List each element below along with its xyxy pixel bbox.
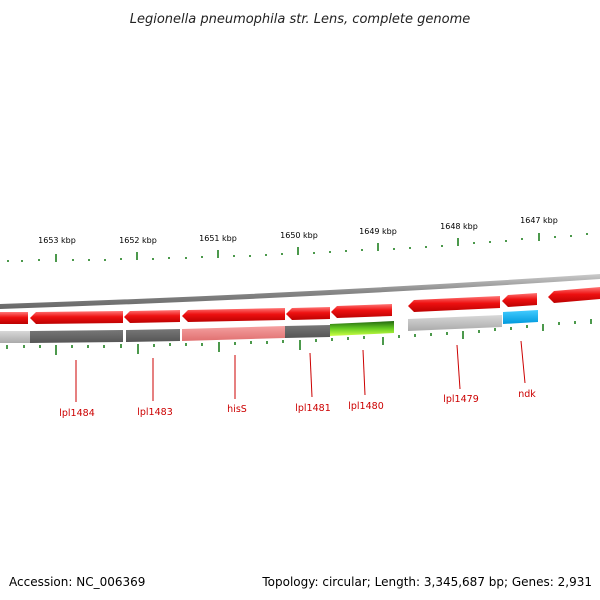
cog-bar-pink: [182, 326, 285, 341]
genome-summary-text: Topology: circular; Length: 3,345,687 bp…: [261, 575, 592, 589]
cog-bar-dark-gray: [285, 325, 330, 338]
tick-label-1650: 1650 kbp: [280, 231, 318, 240]
feature-track: [0, 287, 600, 324]
feature-arrow: [0, 312, 28, 324]
accession-text: Accession: NC_006369: [9, 575, 145, 589]
cog-bar-teal: [503, 310, 538, 324]
cog-bar-dark-gray: [126, 329, 180, 342]
feature-arrow: [502, 293, 537, 307]
gene-leader-lines: [75, 340, 526, 402]
cog-bar-green: [330, 321, 394, 336]
tick-label-1652: 1652 kbp: [119, 236, 157, 245]
tick-label-1649: 1649 kbp: [359, 227, 397, 236]
gene-label-lpl1479: lpl1479: [443, 394, 479, 405]
outer-gc-ticks: [7, 233, 588, 262]
inner-gc-ticks: [6, 319, 592, 355]
gene-label-ndk: ndk: [518, 389, 536, 400]
tick-label-1651: 1651 kbp: [199, 234, 237, 243]
tick-label-1648: 1648 kbp: [440, 222, 478, 231]
feature-arrow: [408, 296, 500, 312]
feature-arrow: [30, 311, 123, 324]
feature-arrow: [331, 304, 392, 318]
tick-label-1653: 1653 kbp: [38, 236, 76, 245]
feature-arrow: [286, 307, 330, 320]
gene-label-lpl1484: lpl1484: [59, 408, 95, 419]
gene-label-lpl1483: lpl1483: [137, 407, 173, 418]
genome-backbone: [0, 274, 600, 309]
cog-bar-light-gray: [408, 315, 502, 331]
feature-arrow: [548, 287, 600, 303]
cog-track: [0, 310, 538, 343]
map-title: Legionella pneumophila str. Lens, comple…: [130, 12, 471, 27]
tick-label-1647: 1647 kbp: [520, 216, 558, 225]
feature-arrow: [124, 310, 180, 323]
gene-label-lpl1480: lpl1480: [348, 401, 384, 412]
gene-label-hisS: hisS: [227, 404, 247, 415]
feature-arrow: [182, 308, 285, 322]
cog-bar-light-gray: [0, 331, 30, 343]
gene-label-lpl1481: lpl1481: [295, 403, 331, 414]
cog-bar-dark-gray: [30, 330, 123, 343]
